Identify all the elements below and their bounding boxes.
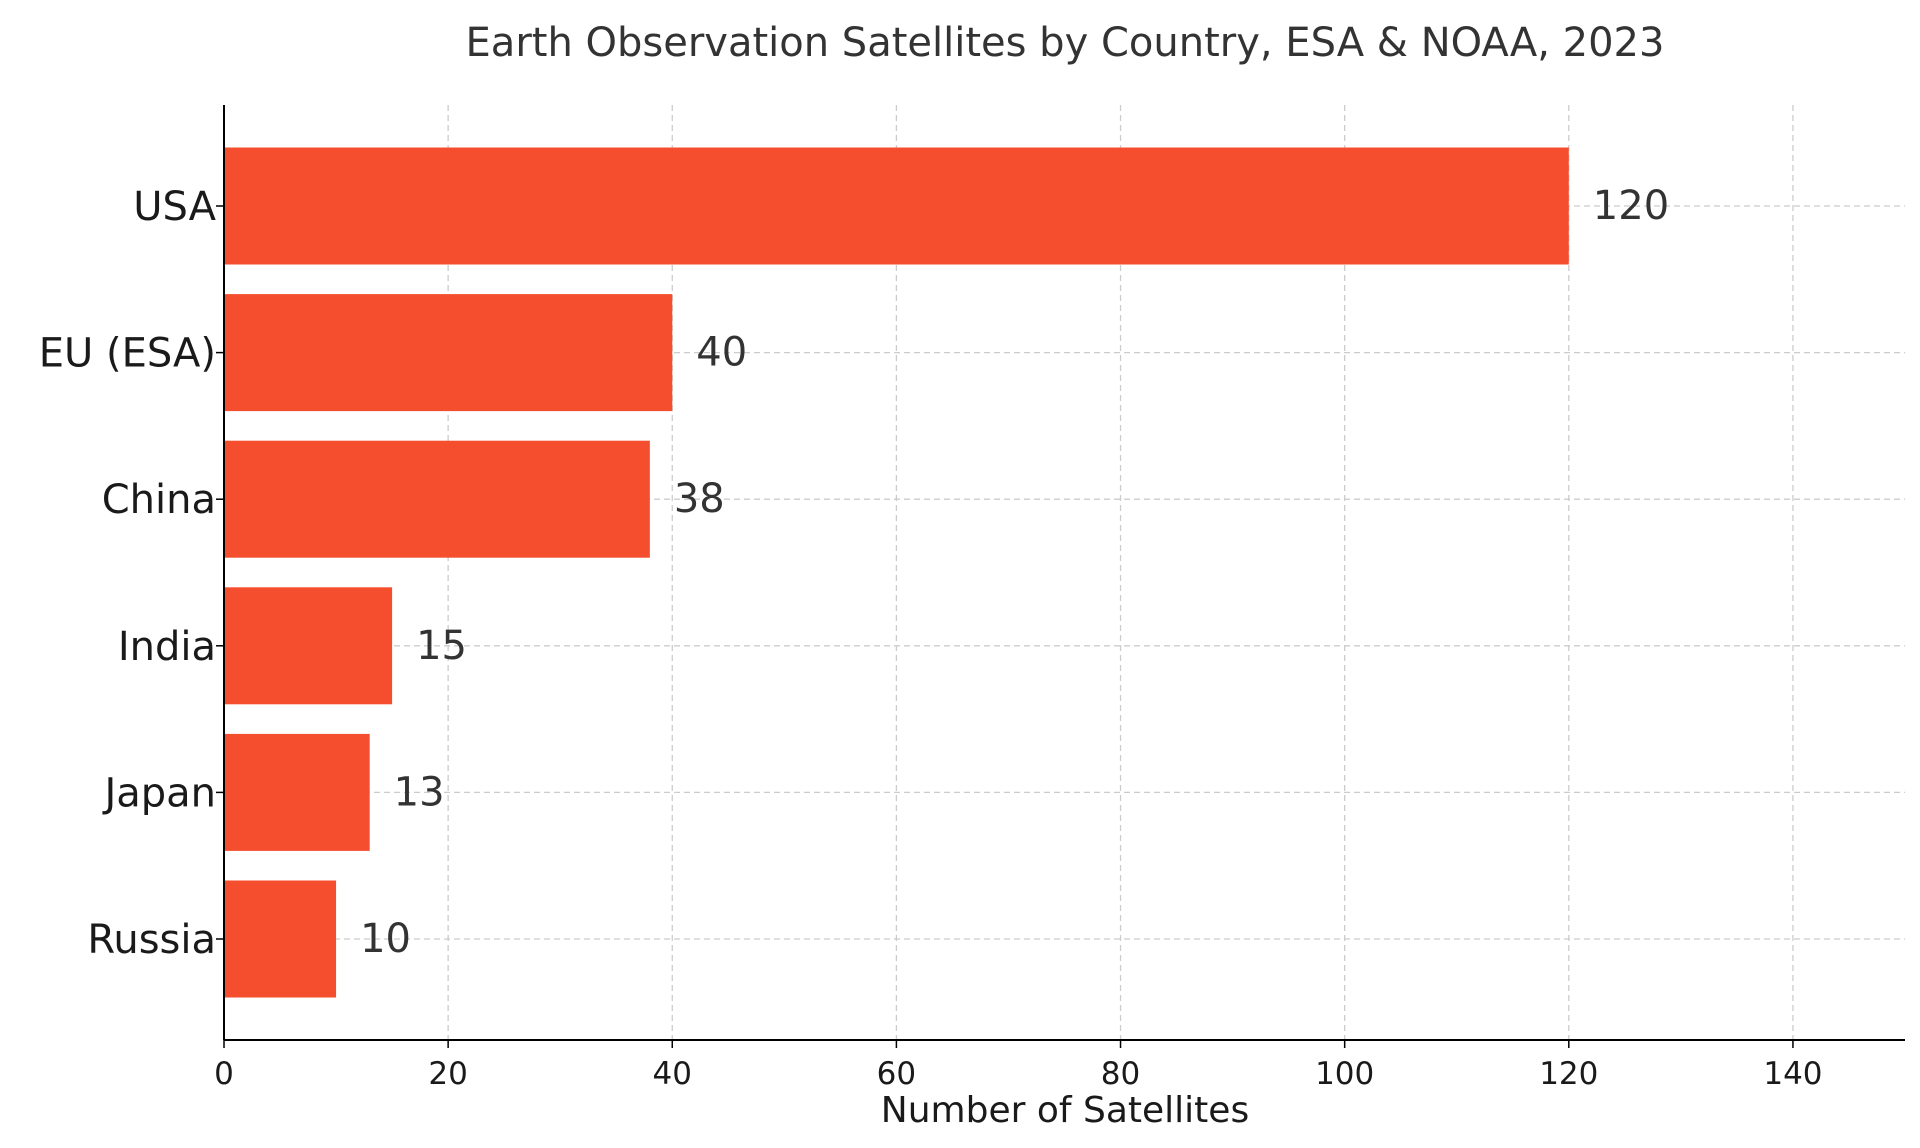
bar [224,147,1569,265]
y-tick-label: India [118,624,216,670]
data-label: 13 [394,769,445,815]
x-tick-label: 60 [877,1056,916,1092]
data-label: 38 [674,476,725,522]
y-tick-label: USA [133,184,216,230]
bar [224,880,337,998]
x-tick-label: 100 [1315,1056,1374,1092]
value-labels-group: USA 120 EU (ESA) 40 China 38 India 15 Japan 13 Rus… [39,183,1669,963]
x-tick-label: 40 [653,1056,692,1092]
bar [224,294,673,412]
axes-group: 0 20 40 60 80 100 120 140 [214,105,1905,1092]
x-tick-label: 80 [1101,1056,1140,1092]
chart-title: Earth Observation Satellites by Country,… [466,20,1665,66]
x-tick-label: 0 [214,1056,234,1092]
data-label: 120 [1593,183,1669,229]
y-tick-label: Japan [101,770,216,816]
y-tick-label: Russia [87,917,216,963]
y-tick-label: China [102,477,216,523]
bar [224,587,393,705]
data-label: 10 [360,916,411,962]
x-tick-label: 20 [428,1056,467,1092]
data-label: 40 [696,330,747,376]
bar [224,733,370,851]
x-tick-label: 140 [1763,1056,1822,1092]
bar [224,440,650,558]
data-label: 15 [416,623,467,669]
y-tick-label: EU (ESA) [39,331,216,377]
x-axis-title: Number of Satellites [881,1090,1249,1131]
x-tick-label: 120 [1539,1056,1598,1092]
bars-group [224,147,1569,998]
